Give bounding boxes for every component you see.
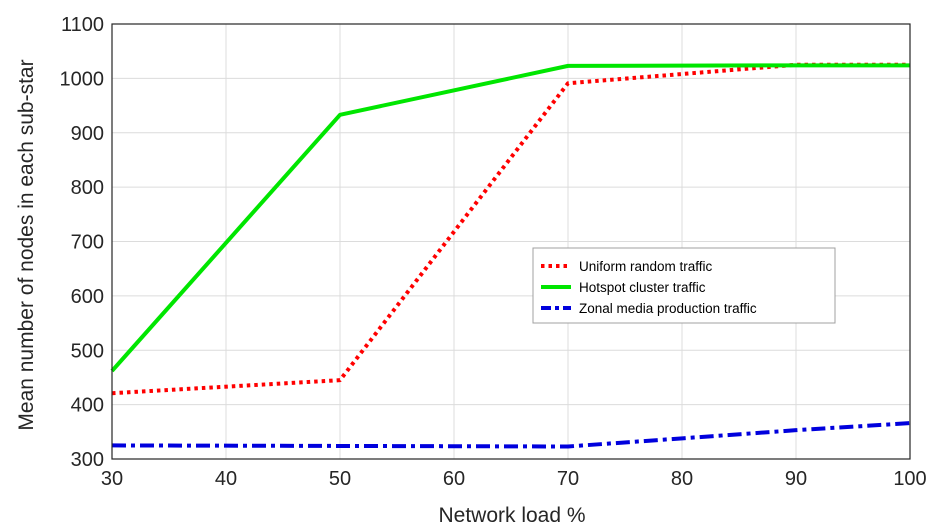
x-tick-label: 50 (329, 468, 351, 490)
x-tick-label: 30 (101, 468, 123, 490)
y-tick-label: 700 (71, 232, 104, 254)
legend-label-2: Hotspot cluster traffic (579, 280, 706, 295)
y-tick-label: 500 (71, 340, 104, 362)
y-tick-label: 300 (71, 449, 104, 471)
series-line-3 (111, 421, 911, 449)
x-tick-label: 100 (893, 468, 926, 490)
legend-label-3: Zonal media production traffic (579, 301, 757, 316)
plot-frame (111, 23, 911, 460)
y-tick-label: 400 (71, 395, 104, 417)
x-tick-label: 80 (671, 468, 693, 490)
series-line-1 (111, 62, 910, 396)
y-tick-label: 800 (71, 177, 104, 199)
y-tick-label: 1000 (60, 68, 105, 90)
tick-labels: 30 40 50 60 70 80 90 100 300 400 500 600 700 800 900 10… (60, 14, 927, 490)
legend: Uniform random traffic Hotspot cluster tr… (532, 247, 836, 324)
y-tick-label: 600 (71, 286, 104, 308)
x-axis-label: Network load % (438, 504, 585, 527)
series-lines (110, 62, 911, 449)
x-tick-label: 60 (443, 468, 465, 490)
x-tick-label: 90 (785, 468, 807, 490)
grid (112, 24, 910, 459)
y-tick-label: 900 (71, 123, 104, 145)
legend-box (532, 247, 836, 324)
legend-label-1: Uniform random traffic (579, 259, 713, 274)
y-tick-label: 1100 (61, 14, 104, 36)
x-tick-label: 40 (215, 468, 237, 490)
series-line-2 (110, 63, 910, 373)
x-tick-label: 70 (557, 468, 579, 490)
y-axis-label: Mean number of nodes in each sub-star (15, 59, 38, 430)
